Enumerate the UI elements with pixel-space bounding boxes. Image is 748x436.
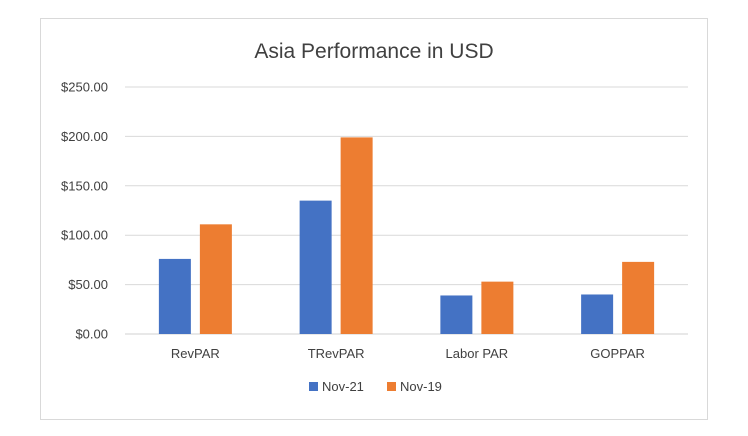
bar-nov-21-goppar [581, 294, 614, 334]
bar-nov-21-trevpar [299, 200, 332, 334]
bar-nov-19-labor-par [481, 281, 514, 334]
legend-label: Nov-19 [400, 379, 442, 394]
y-tick-label: $0.00 [75, 327, 108, 342]
bars [158, 137, 655, 334]
y-axis-ticks: $0.00 $50.00 $100.00 $150.00 $200.00 $250.00 [61, 80, 108, 342]
y-tick-label: $50.00 [68, 277, 108, 292]
bar-nov-19-trevpar [340, 137, 373, 334]
legend: Nov-21 Nov-19 [309, 379, 442, 394]
legend-swatch [387, 382, 396, 391]
x-category-label: GOPPAR [590, 346, 645, 361]
y-tick-label: $100.00 [61, 228, 108, 243]
y-tick-label: $200.00 [61, 129, 108, 144]
legend-swatch [309, 382, 318, 391]
bar-nov-19-revpar [199, 224, 232, 334]
bar-nov-21-revpar [158, 258, 191, 334]
x-category-label: TRevPAR [308, 346, 365, 361]
chart-title: Asia Performance in USD [254, 40, 493, 63]
bar-nov-19-goppar [622, 261, 655, 334]
legend-label: Nov-21 [322, 379, 364, 394]
x-category-label: Labor PAR [446, 346, 509, 361]
bar-nov-21-labor-par [440, 295, 473, 334]
y-tick-label: $150.00 [61, 178, 108, 193]
y-tick-label: $250.00 [61, 80, 108, 95]
x-category-label: RevPAR [171, 346, 220, 361]
chart-frame [40, 18, 708, 420]
x-axis-categories: RevPAR TRevPAR Labor PAR GOPPAR [171, 346, 645, 361]
